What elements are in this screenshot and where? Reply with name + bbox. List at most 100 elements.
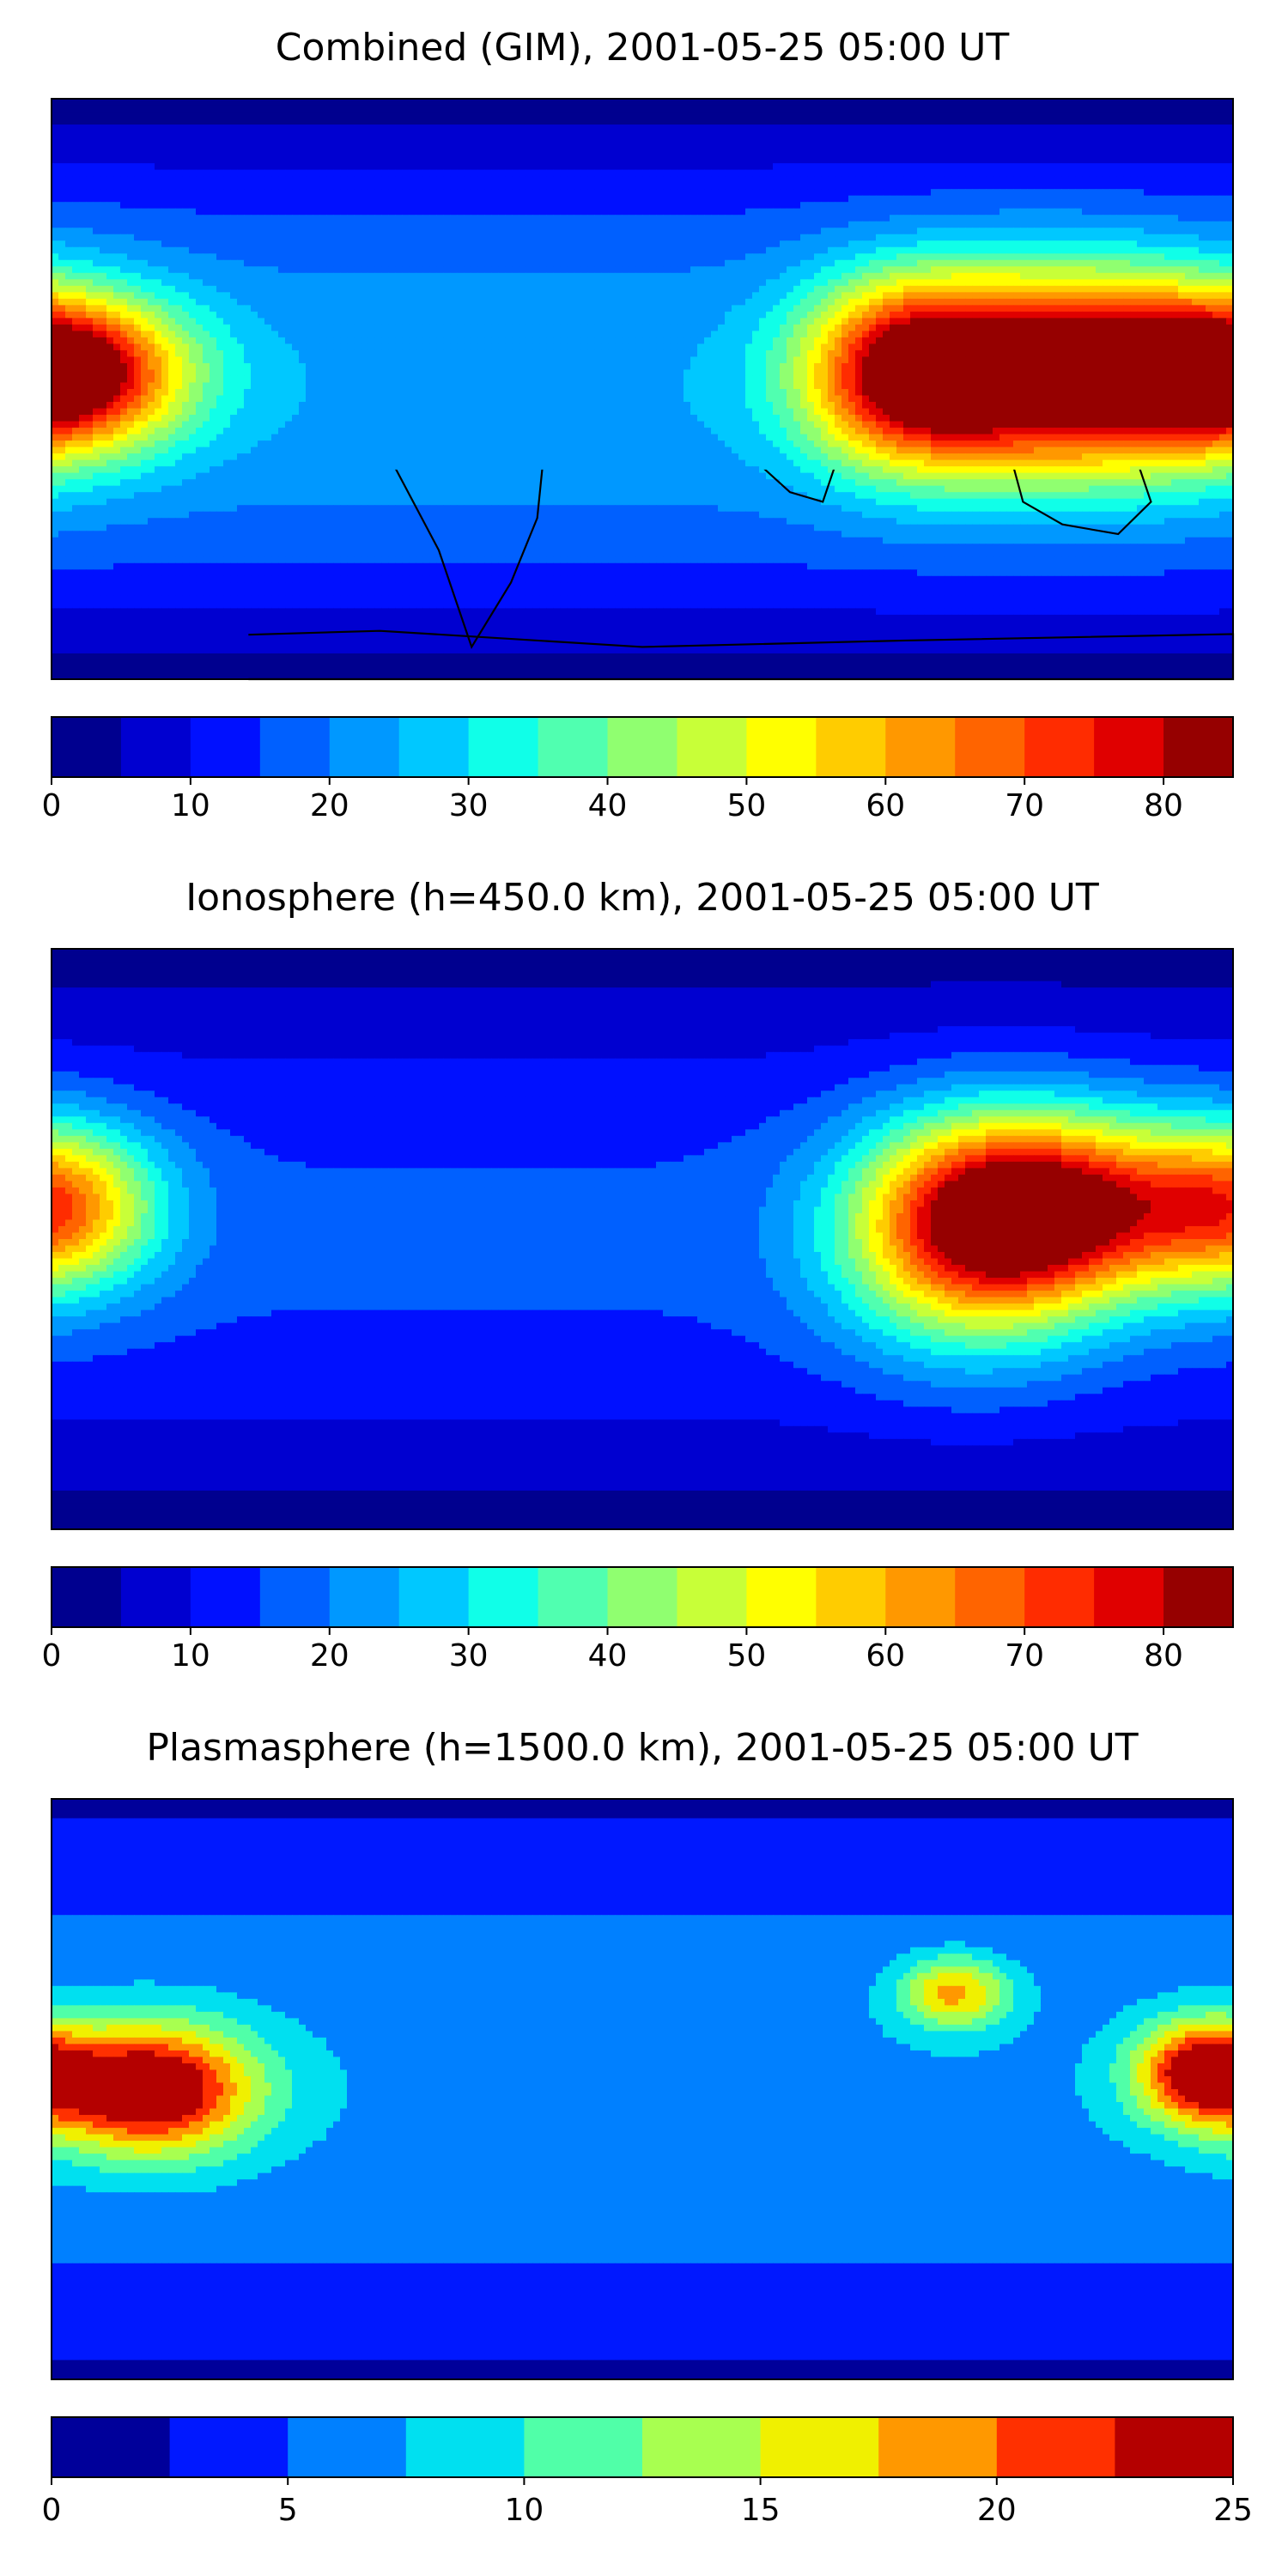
map-cell [780, 228, 787, 235]
map-cell [361, 137, 368, 145]
map-cell [945, 266, 952, 274]
map-cell [862, 131, 870, 138]
map-cell [299, 118, 307, 125]
map-cell [313, 246, 320, 254]
map-cell [999, 169, 1007, 177]
map-cell [945, 118, 952, 125]
map-cell [1034, 246, 1042, 254]
map-cell [601, 246, 609, 254]
map-cell [560, 150, 568, 158]
map-cell [1137, 131, 1145, 138]
map-cell [285, 195, 293, 203]
map-cell [1199, 246, 1206, 254]
map-cell [745, 169, 753, 177]
map-cell [526, 150, 533, 158]
map-cell [532, 253, 540, 261]
map-cell [1130, 137, 1138, 145]
map-cell [711, 189, 719, 197]
map-cell [230, 112, 238, 119]
map-cell [876, 143, 884, 151]
map-cell [258, 143, 265, 151]
map-cell [512, 189, 519, 197]
map-cell [567, 131, 574, 138]
map-cell [237, 169, 245, 177]
map-cell [340, 176, 348, 184]
map-cell [1082, 182, 1090, 190]
map-cell [958, 163, 966, 171]
map-cell [484, 169, 492, 177]
map-cell [374, 240, 382, 248]
map-cell [917, 112, 925, 119]
map-cell [155, 143, 162, 151]
map-cell [1151, 150, 1158, 158]
map-cell [883, 137, 890, 145]
map-cell [704, 240, 712, 248]
map-cell [491, 228, 499, 235]
map-cell [1075, 163, 1083, 171]
map-cell [615, 105, 623, 112]
map-cell [814, 279, 822, 287]
map-cell [161, 125, 169, 132]
map-cell [855, 176, 863, 184]
map-cell [896, 143, 904, 151]
map-cell [745, 112, 753, 119]
map-cell [622, 228, 629, 235]
map-cell [718, 195, 726, 203]
map-cell [890, 246, 897, 254]
map-cell [787, 150, 794, 158]
map-cell [155, 118, 162, 125]
map-cell [1212, 112, 1220, 119]
map-cell [917, 131, 925, 138]
map-cell [148, 246, 155, 254]
map-cell [738, 105, 746, 112]
map-cell [1219, 131, 1227, 138]
map-cell [512, 266, 519, 274]
map-cell [477, 272, 485, 280]
map-cell [862, 105, 870, 112]
map-cell [677, 279, 684, 287]
map-cell [1034, 182, 1042, 190]
map-cell [464, 215, 471, 222]
map-cell [1103, 253, 1110, 261]
map-cell [216, 221, 224, 228]
map-cell [155, 150, 162, 158]
map-cell [910, 169, 918, 177]
map-cell [477, 105, 485, 112]
map-cell [210, 266, 217, 274]
map-cell [526, 195, 533, 203]
map-cell [505, 169, 513, 177]
map-cell [79, 221, 87, 228]
map-cell [945, 234, 952, 241]
map-cell [745, 253, 753, 261]
map-cell [738, 221, 746, 228]
map-cell [148, 169, 155, 177]
map-cell [141, 156, 149, 164]
map-cell [807, 215, 815, 222]
map-cell [1164, 169, 1172, 177]
map-cell [663, 182, 671, 190]
map-cell [374, 131, 382, 138]
map-cell [1082, 240, 1090, 248]
map-cell [526, 163, 533, 171]
map-cell [306, 246, 313, 254]
map-cell [65, 195, 73, 203]
map-cell [1171, 208, 1179, 216]
map-cell [938, 259, 945, 267]
map-cell [855, 215, 863, 222]
map-cell [1054, 137, 1062, 145]
map-cell [1130, 176, 1138, 184]
map-cell [567, 266, 574, 274]
map-cell [1212, 234, 1220, 241]
map-cell [883, 156, 890, 164]
map-cell [79, 215, 87, 222]
map-cell [477, 131, 485, 138]
map-cell [422, 259, 430, 267]
map-cell [1206, 195, 1213, 203]
map-cell [587, 215, 595, 222]
map-cell [532, 272, 540, 280]
map-cell [416, 143, 423, 151]
map-cell [848, 221, 856, 228]
map-cell [972, 118, 980, 125]
map-cell [642, 163, 650, 171]
map-cell [278, 240, 286, 248]
